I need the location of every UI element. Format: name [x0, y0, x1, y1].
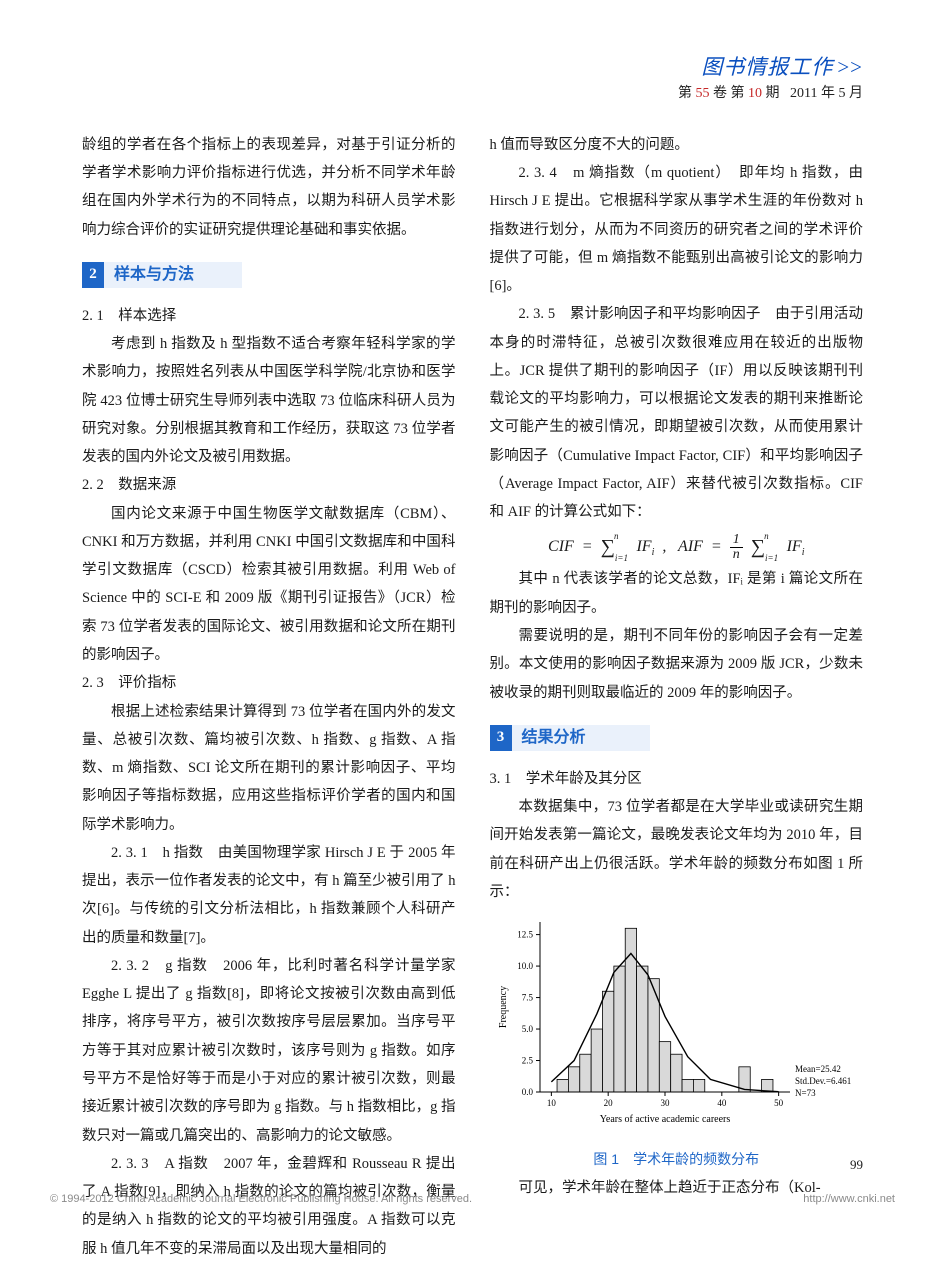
- svg-text:Years of active academic caree: Years of active academic careers: [599, 1114, 730, 1125]
- svg-text:12.5: 12.5: [517, 930, 533, 940]
- right-column: h 值而导致区分度不大的问题。 2. 3. 4 m 熵指数（m quotient…: [490, 131, 864, 1263]
- svg-text:10: 10: [546, 1098, 556, 1108]
- subhead-2-3: 2. 3 评价指标: [82, 669, 456, 697]
- svg-text:5.0: 5.0: [521, 1024, 533, 1034]
- left-column: 龄组的学者在各个指标上的表现差异，对基于引证分析的学者学术影响力评价指标进行优选…: [82, 131, 456, 1263]
- cif-aif-formula: CIF = ∑i=1n IFi , AIF = 1n ∑i=1n IFi: [490, 526, 864, 565]
- issue-date: 2011 年 5 月: [790, 86, 863, 101]
- page: 图书情报工作 >> 第 55 卷 第 10 期 2011 年 5 月 龄组的学者…: [0, 0, 945, 1235]
- para-2-3-5a: 2. 3. 5 累计影响因子和平均影响因子 由于引用活动本身的时滞特征，总被引次…: [490, 300, 864, 526]
- page-number: 99: [850, 1157, 863, 1173]
- page-header: 图书情报工作 >> 第 55 卷 第 10 期 2011 年 5 月: [82, 52, 863, 105]
- para-2-3-5c: 需要说明的是，期刊不同年份的影响因子会有一定差别。本文使用的影响因子数据来源为 …: [490, 622, 864, 707]
- intro-para: 龄组的学者在各个指标上的表现差异，对基于引证分析的学者学术影响力评价指标进行优选…: [82, 131, 456, 244]
- section-2-head: 2 样本与方法: [82, 262, 242, 288]
- svg-text:Std.Dev.=6.461: Std.Dev.=6.461: [795, 1076, 851, 1086]
- svg-text:7.5: 7.5: [521, 993, 533, 1003]
- svg-text:2.5: 2.5: [521, 1056, 533, 1066]
- para-2-3-4: 2. 3. 4 m 熵指数（m quotient） 即年均 h 指数，由 Hir…: [490, 159, 864, 300]
- svg-text:0.0: 0.0: [521, 1087, 533, 1097]
- body-2-1: 考虑到 h 指数及 h 型指数不适合考察年轻科学家的学术影响力，按照姓名列表从中…: [82, 330, 456, 471]
- svg-text:Frequency: Frequency: [498, 986, 509, 1028]
- body-3-1: 本数据集中，73 位学者都是在大学毕业或读研究生期间开始发表第一篇论文，最晚发表…: [490, 793, 864, 906]
- section-3-number: 3: [490, 725, 512, 751]
- volume-number: 55: [696, 86, 710, 101]
- section-3-title: 结果分析: [522, 722, 586, 753]
- top-continuation: h 值而导致区分度不大的问题。: [490, 131, 864, 159]
- para-2-3-1: 2. 3. 1 h 指数 由美国物理学家 Hirsch J E 于 2005 年…: [82, 839, 456, 952]
- section-3-head: 3 结果分析: [490, 725, 650, 751]
- content-columns: 龄组的学者在各个指标上的表现差异，对基于引证分析的学者学术影响力评价指标进行优选…: [82, 131, 863, 1263]
- journal-title-line: 图书情报工作 >>: [82, 52, 863, 82]
- para-2-3-5b: 其中 n 代表该学者的论文总数，IFᵢ 是第 i 篇论文所在期刊的影响因子。: [490, 565, 864, 622]
- chevrons-icon: >>: [837, 55, 863, 79]
- svg-text:30: 30: [660, 1098, 670, 1108]
- footer-copyright: © 1994-2012 China Academic Journal Elect…: [50, 1193, 472, 1205]
- para-2-3-3: 2. 3. 3 A 指数 2007 年，金碧辉和 Rousseau R 提出了 …: [82, 1150, 456, 1263]
- body-2-3: 根据上述检索结果计算得到 73 位学者在国内外的发文量、总被引次数、篇均被引次数…: [82, 698, 456, 839]
- footer-url: http://www.cnki.net: [803, 1193, 895, 1205]
- subhead-2-2: 2. 2 数据来源: [82, 471, 456, 499]
- para-2-3-2: 2. 3. 2 g 指数 2006 年，比利时著名科学计量学家 Egghe L …: [82, 952, 456, 1150]
- figure-1-svg: 0.0 2.5 5.0 7.5 10.0 12.5 10 20 30 40 50 Years of a…: [490, 912, 860, 1132]
- figure-1-caption: 图 1 学术年龄的频数分布: [490, 1146, 864, 1173]
- subhead-2-1: 2. 1 样本选择: [82, 302, 456, 330]
- issue-line: 第 55 卷 第 10 期 2011 年 5 月: [82, 84, 863, 104]
- svg-text:20: 20: [603, 1098, 613, 1108]
- footer: © 1994-2012 China Academic Journal Elect…: [50, 1193, 895, 1205]
- svg-text:10.0: 10.0: [517, 961, 533, 971]
- svg-text:N=73: N=73: [795, 1088, 816, 1098]
- svg-text:Mean=25.42: Mean=25.42: [795, 1064, 841, 1074]
- svg-text:40: 40: [717, 1098, 727, 1108]
- journal-title: 图书情报工作: [701, 55, 833, 79]
- subhead-3-1: 3. 1 学术年龄及其分区: [490, 765, 864, 793]
- svg-text:50: 50: [774, 1098, 784, 1108]
- issue-number: 10: [748, 86, 762, 101]
- body-2-2: 国内论文来源于中国生物医学文献数据库（CBM）、CNKI 和万方数据，并利用 C…: [82, 500, 456, 670]
- section-2-number: 2: [82, 262, 104, 288]
- section-2-title: 样本与方法: [114, 259, 194, 290]
- figure-1: 0.0 2.5 5.0 7.5 10.0 12.5 10 20 30 40 50 Years of a…: [490, 912, 864, 1174]
